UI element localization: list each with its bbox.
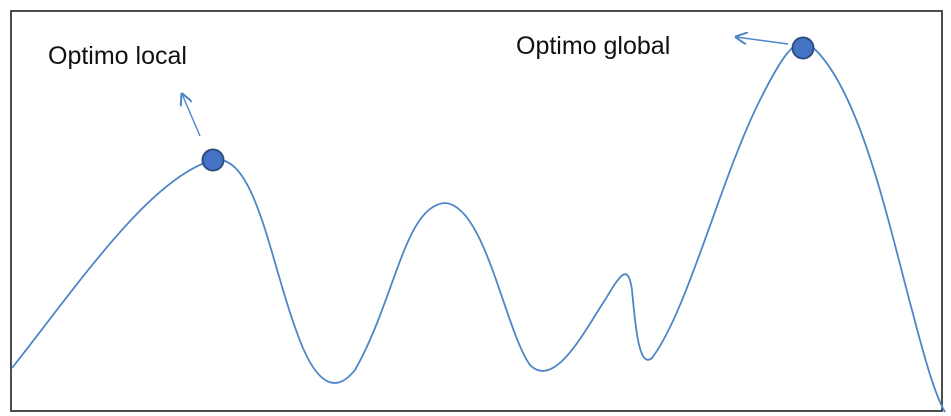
global-optimum-arrow [736,37,789,44]
local-optimum-marker [201,148,225,172]
global-optimum-label: Optimo global [516,32,670,60]
local-optimum-label: Optimo local [48,42,187,70]
diagram-frame [10,10,943,412]
fitness-landscape-curve [11,42,946,413]
local-optimum-arrow [182,94,201,137]
global-optimum-marker [791,36,815,60]
